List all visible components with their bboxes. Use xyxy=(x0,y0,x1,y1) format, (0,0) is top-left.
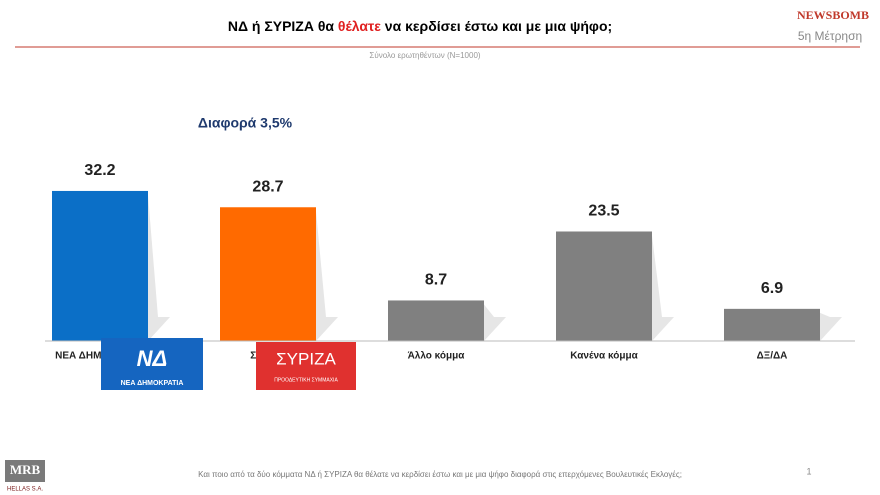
syriza-logo-text: ΣΥΡΙΖΑ xyxy=(276,349,336,368)
bar-shadow xyxy=(484,304,506,341)
title-part: ΝΔ ή ΣΥΡΙΖΑ θα xyxy=(228,18,338,34)
bar xyxy=(220,207,316,341)
bar-shadow xyxy=(820,312,842,341)
mrb-sub: HELLAS S.A. xyxy=(7,487,43,493)
x-tick-label: Άλλο κόμμα xyxy=(408,351,466,362)
x-tick-label: Κανένα κόμμα xyxy=(570,351,638,362)
bar-shadow xyxy=(148,194,170,341)
value-label: 32.2 xyxy=(84,162,115,179)
bar xyxy=(556,231,652,341)
value-label: 6.9 xyxy=(761,280,783,297)
nd-logo: ΝΔ ΝΕΑ ΔΗΜΟΚΡΑΤΙΑ xyxy=(101,338,203,390)
syriza-logo: ΣΥΡΙΖΑ ΠΡΟΟΔΕΥΤΙΚΗ ΣΥΜΜΑΧΙΑ xyxy=(256,342,356,390)
chart-title: ΝΔ ή ΣΥΡΙΖΑ θα θέλατε να κερδίσει έστω κ… xyxy=(228,18,612,34)
x-tick-label: ΝΕΑ ΔΗΜΟΚΡΑΤΙΑ xyxy=(55,351,145,362)
page-number: 1 xyxy=(806,466,811,476)
mrb-logo-box xyxy=(5,460,45,482)
footnote-box: Και ποιο από τα δύο κόμματα ΝΔ ή ΣΥΡΙΖΑ … xyxy=(198,470,682,479)
newsbomb-logo: NEWSBOMB xyxy=(797,8,869,22)
nd-logo-text: ΝΕΑ ΔΗΜΟΚΡΑΤΙΑ xyxy=(121,380,184,387)
bar xyxy=(724,308,820,341)
mrb-logo: MRB xyxy=(10,462,41,477)
value-label: 8.7 xyxy=(425,272,447,289)
nd-logo-mark: ΝΔ xyxy=(137,346,168,371)
value-label: 28.7 xyxy=(252,178,283,195)
bar-shadow xyxy=(652,235,674,341)
title-part: να κερδίσει έστω και με μια ψήφο; xyxy=(381,18,612,34)
value-label: 23.5 xyxy=(588,203,619,220)
syriza-logo-box xyxy=(256,342,356,390)
bar xyxy=(52,190,148,341)
nd-logo-box xyxy=(101,338,203,390)
x-tick-label: ΔΞ/ΔΑ xyxy=(757,351,788,362)
bar-shadow xyxy=(316,211,338,341)
annotation: Διαφορά 3,5% xyxy=(198,115,293,131)
bar xyxy=(388,300,484,341)
subtitle: Σύνολο ερωτηθέντων (Ν=1000) xyxy=(369,51,480,60)
title-part: θέλατε xyxy=(338,18,381,34)
footnote: Και ποιο από τα δύο κόμματα ΝΔ ή ΣΥΡΙΖΑ … xyxy=(198,470,682,479)
syriza-logo-sub: ΠΡΟΟΔΕΥΤΙΚΗ ΣΥΜΜΑΧΙΑ xyxy=(274,377,338,383)
wave-label: 5η Μέτρηση xyxy=(798,29,862,43)
